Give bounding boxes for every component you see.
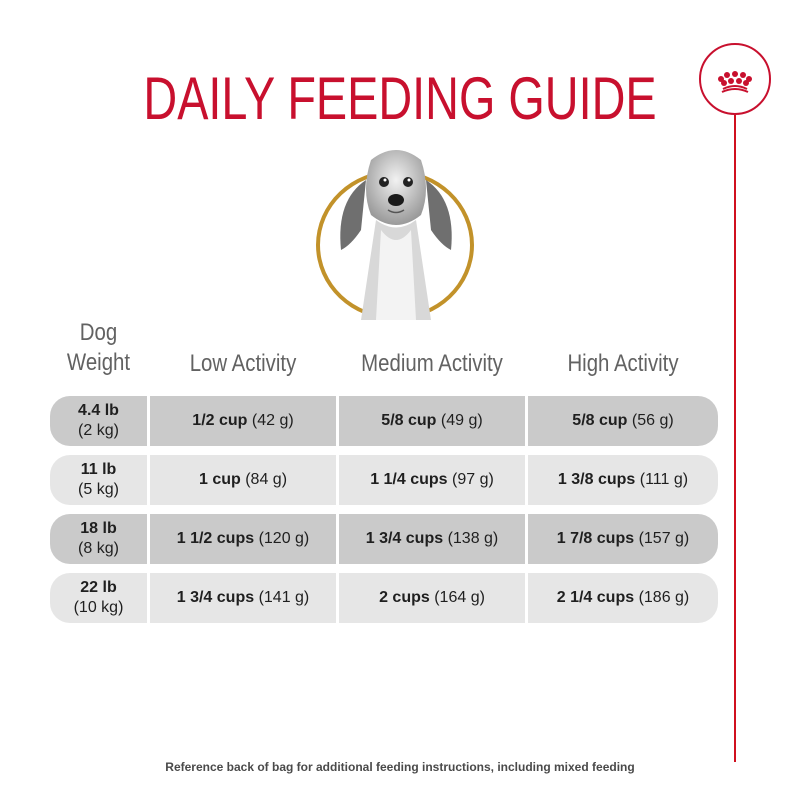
grams: (186 g): [638, 589, 690, 606]
header-dog-weight: Dog Weight: [57, 318, 139, 378]
weight-lb: 18 lb: [80, 520, 117, 537]
low-activity-cell: 1/2 cup (42 g): [150, 396, 336, 446]
crown-icon: [718, 71, 752, 93]
high-activity-cell: 1 3/8 cups (111 g): [528, 455, 718, 505]
cups: 1 1/2 cups: [176, 530, 255, 547]
grams: (49 g): [440, 412, 483, 429]
weight-kg: (5 kg): [78, 481, 119, 498]
grams: (97 g): [452, 471, 494, 488]
grams: (120 g): [258, 530, 310, 547]
grams: (141 g): [258, 589, 310, 606]
grams: (157 g): [638, 530, 690, 547]
weight-kg: (2 kg): [78, 422, 119, 439]
weight-lb: 11 lb: [80, 461, 117, 478]
low-activity-cell: 1 1/2 cups (120 g): [150, 514, 336, 564]
header-low-activity: Low Activity: [189, 350, 297, 377]
cups: 1 3/8 cups: [557, 471, 636, 488]
header-medium-activity: Medium Activity: [361, 350, 503, 377]
medium-activity-cell: 1 3/4 cups (138 g): [339, 514, 525, 564]
header-high-activity: High Activity: [567, 350, 679, 377]
weight-cell: 11 lb (5 kg): [50, 455, 147, 505]
cups: 2 1/4 cups: [556, 589, 635, 606]
brand-logo: [699, 43, 771, 115]
high-activity-cell: 2 1/4 cups (186 g): [528, 573, 718, 623]
grams: (56 g): [631, 412, 674, 429]
weight-kg: (8 kg): [78, 540, 119, 557]
grams: (84 g): [245, 471, 288, 488]
decorative-line: [734, 115, 736, 762]
dog-portrait: [316, 150, 482, 322]
high-activity-cell: 5/8 cup (56 g): [528, 396, 718, 446]
medium-activity-cell: 5/8 cup (49 g): [339, 396, 525, 446]
low-activity-cell: 1 cup (84 g): [150, 455, 336, 505]
cups: 5/8 cup: [381, 412, 437, 429]
weight-kg: (10 kg): [73, 599, 124, 616]
footer-note: Reference back of bag for additional fee…: [165, 760, 635, 774]
cups: 1 3/4 cups: [176, 589, 255, 606]
cups: 1 cup: [198, 471, 241, 488]
cups: 2 cups: [379, 589, 430, 606]
grams: (164 g): [434, 589, 485, 606]
cups: 1/2 cup: [192, 412, 248, 429]
weight-cell: 18 lb (8 kg): [50, 514, 147, 564]
dog-illustration: [340, 150, 452, 320]
high-activity-cell: 1 7/8 cups (157 g): [528, 514, 718, 564]
cups: 1 3/4 cups: [365, 530, 444, 547]
weight-lb: 4.4 lb: [78, 402, 119, 419]
low-activity-cell: 1 3/4 cups (141 g): [150, 573, 336, 623]
grams: (138 g): [447, 530, 499, 547]
weight-cell: 4.4 lb (2 kg): [50, 396, 147, 446]
page-title: DAILY FEEDING GUIDE: [143, 65, 657, 132]
cups: 1 1/4 cups: [370, 471, 448, 488]
grams: (111 g): [639, 471, 689, 488]
cups: 5/8 cup: [572, 412, 628, 429]
weight-cell: 22 lb (10 kg): [50, 573, 147, 623]
header-line: Dog: [79, 319, 118, 346]
weight-lb: 22 lb: [80, 579, 117, 596]
medium-activity-cell: 1 1/4 cups (97 g): [339, 455, 525, 505]
grams: (42 g): [251, 412, 294, 429]
medium-activity-cell: 2 cups (164 g): [339, 573, 525, 623]
cups: 1 7/8 cups: [556, 530, 635, 547]
header-line: Weight: [66, 349, 131, 376]
